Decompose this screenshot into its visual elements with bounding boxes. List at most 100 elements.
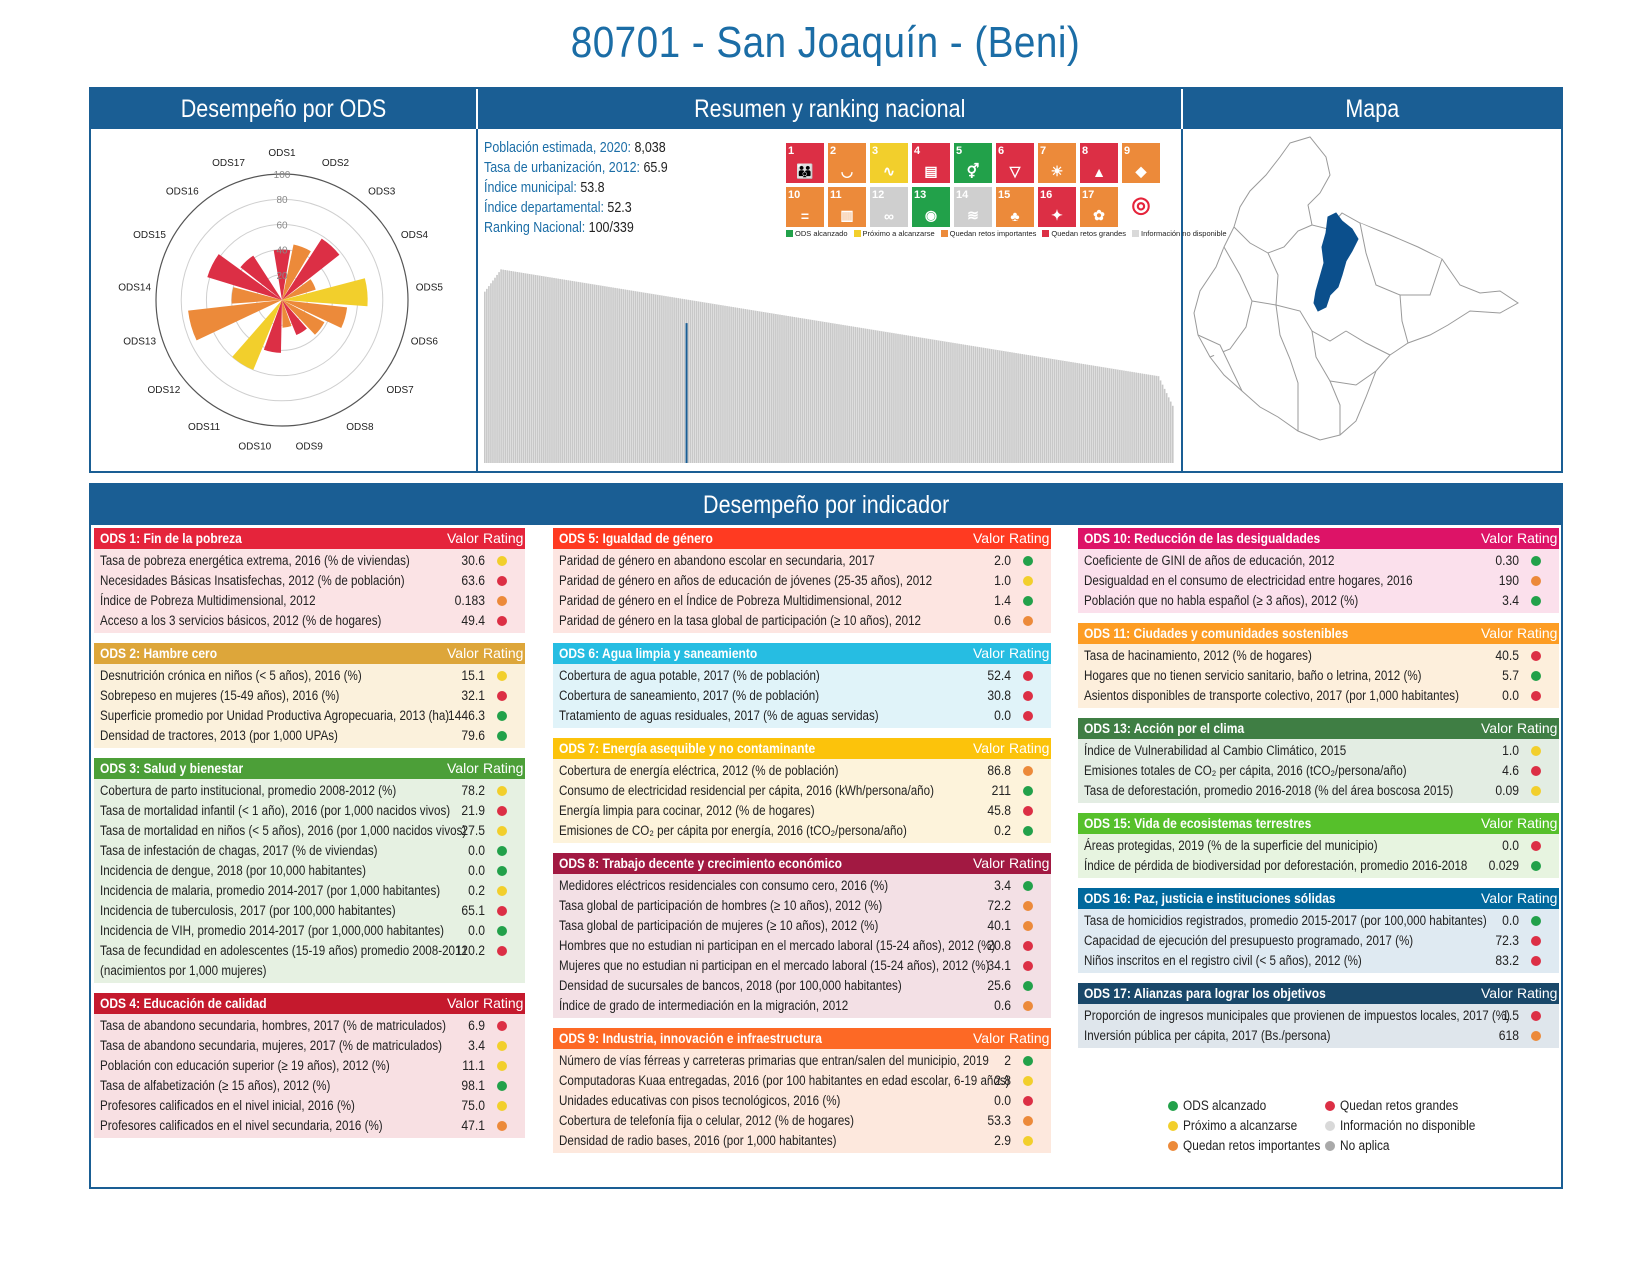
indicator-row: Superficie promedio por Unidad Productiv… [94,706,525,726]
indicator-row: Emisiones totales de CO₂ per cápita, 201… [1078,761,1559,781]
indicator-label: Cobertura de parto institucional, promed… [100,783,397,798]
ranking-bar [893,333,895,463]
valor-header: Valor [973,1030,1005,1046]
ranking-bar [919,337,922,463]
ranking-bar [573,281,576,463]
indicator-value: 2.9 [994,1133,1011,1148]
ranking-bar [795,317,798,463]
header-indicador: Desempeño por indicador [91,485,1561,525]
ranking-bar [982,347,985,463]
ranking-bar [823,321,826,463]
ranking-bar [520,272,523,463]
sdg-tile-12: 12 ∞ [870,187,908,227]
indicator-value: 2 [1004,1053,1011,1068]
ranking-bar [1127,371,1129,463]
indicator-row: Tasa de mortalidad en niños (< 5 años), … [94,821,525,841]
ranking-bar [850,326,853,463]
stat-value: 8,038 [634,140,666,156]
card-title: ODS 9: Industria, innovación e infraestr… [559,1030,822,1046]
indicator-label: Cobertura de saneamiento, 2017 (% de pob… [559,688,820,703]
indicator-card: ODS 3: Salud y bienestar Valor Rating Cober… [94,758,525,983]
indicator-value: 1.0 [1502,743,1519,758]
indicator-row: Densidad de tractores, 2013 (por 1,000 U… [94,726,525,746]
indicator-value: 1.0 [994,573,1011,588]
ranking-bar [628,290,631,463]
sdg-tile-number: 9 [1124,145,1131,157]
ranking-bar [872,329,875,463]
indicator-row: Número de vías férreas y carreteras prim… [553,1051,1051,1071]
indicator-row: Tasa de fecundidad en adolescentes (15-1… [94,941,525,961]
ranking-bar [805,318,808,463]
ranking-bar [1064,360,1066,463]
ranking-bar [683,299,686,463]
ranking-bar [1167,397,1170,463]
indicator-label: Tasa global de participación de mujeres … [559,918,879,933]
indicator-card: ODS 1: Fin de la pobreza Valor Rating Tasa … [94,528,525,633]
ranking-bar [968,345,971,463]
radial-category-label: ODS3 [368,187,396,198]
ranking-bar [964,344,966,463]
valor-header: Valor [447,530,479,546]
ranking-bar [866,328,869,463]
indicator-label: Incidencia de tuberculosis, 2017 (por 10… [100,903,396,918]
ranking-bar [948,342,950,463]
indicator-row: Densidad de radio bases, 2016 (por 1,000… [553,1131,1051,1151]
legend-item: No aplica [1325,1138,1396,1153]
rating-header: Rating [1009,530,1050,546]
ranking-bar [856,327,859,463]
ranking-bar [705,302,708,463]
ranking-bar [913,336,916,463]
ranking-bar [606,286,608,463]
map-region [1275,304,1299,431]
ranking-bar [1100,366,1103,463]
ranking-bar [1029,355,1032,463]
indicator-label: Medidores eléctricos residenciales con c… [559,878,889,893]
ranking-bar [1074,362,1076,463]
divider [1181,129,1183,473]
ranking-bar [532,274,535,463]
ranking-bar [575,281,578,463]
indicator-card: ODS 4: Educación de calidad Valor Rating Ta… [94,993,525,1138]
ranking-bar [1033,356,1036,463]
rating-dot-green [1023,786,1033,796]
ranking-bar [827,322,830,463]
ranking-bar-chart [484,269,1174,463]
indicator-card-body: Coeficiente de GINI de años de educación… [1078,549,1559,613]
rating-header: Rating [1517,720,1558,736]
ranking-bar [1021,354,1023,463]
indicator-row: Tasa de hacinamiento, 2012 (% de hogares… [1078,646,1559,666]
ranking-bar [960,344,962,463]
ranking-bar [990,349,993,463]
city-icon: ▥ [840,207,854,223]
indicator-row: Proporción de ingresos municipales que p… [1078,1006,1559,1026]
ranking-bar [954,343,956,463]
ranking-bar [1094,365,1097,463]
indicator-label: Tasa de infestación de chagas, 2017 (% d… [100,843,378,858]
ranking-bar [508,270,511,463]
ranking-bar [917,337,920,463]
ranking-bar [821,321,824,463]
ranking-bar [1072,362,1074,463]
indicator-label: Tratamiento de aguas residuales, 2017 (%… [559,708,879,723]
ranking-bar [764,312,767,463]
indicator-row: Paridad de género en la tasa global de p… [553,611,1051,631]
ranking-bar [591,284,594,463]
indicator-row: Tasa global de participación de mujeres … [553,916,1051,936]
ranking-bar [650,293,653,463]
indicator-card-header: ODS 16: Paz, justicia e instituciones só… [1078,888,1559,909]
radial-tick-label: 40 [276,246,288,257]
ranking-bar [760,311,763,463]
ranking-bar [1053,359,1056,463]
sdg-tile-7: 7 ☀ [1038,143,1076,183]
ranking-bar [614,287,616,463]
indicator-value: 30.6 [461,553,485,568]
ranking-bar [1019,353,1021,463]
indicator-card: ODS 2: Hambre cero Valor Rating Desnutrició… [94,643,525,748]
ranking-bar [1163,388,1166,463]
indicator-value: 27.5 [461,823,485,838]
radial-bar-ods3 [282,238,340,300]
rating-dot-red [1531,691,1541,701]
rating-dot-orange [1023,1001,1033,1011]
ranking-bar [718,304,720,463]
indicator-value: 98.1 [461,1078,485,1093]
